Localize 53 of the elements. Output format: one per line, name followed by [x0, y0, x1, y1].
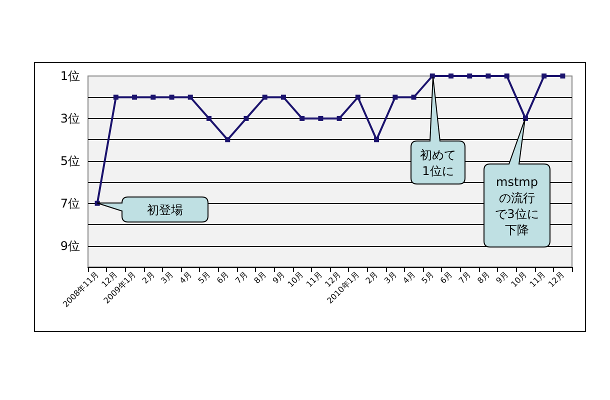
point: [150, 94, 156, 100]
x-tick-label: 5月: [196, 270, 212, 286]
y-tick-label: 5位: [60, 154, 80, 168]
point: [336, 116, 342, 121]
point: [206, 116, 212, 121]
x-tick-label: 2月: [364, 270, 380, 286]
point: [448, 74, 454, 78]
point: [244, 116, 249, 121]
point: [560, 74, 566, 78]
point: [392, 94, 398, 100]
x-tick-label: 11月: [304, 270, 324, 290]
x-tick-label: 8月: [252, 270, 268, 286]
x-tick-label: 7月: [234, 270, 250, 286]
annotation: mstmpの流行で3位に下降: [494, 174, 540, 238]
x-tick-label: 4月: [178, 270, 194, 286]
point: [169, 94, 174, 100]
annotation: 初登場: [147, 202, 183, 218]
y-tick-label: 9位: [60, 238, 80, 253]
point: [318, 116, 324, 121]
point: [188, 94, 193, 100]
point: [504, 74, 510, 78]
point: [542, 74, 547, 78]
point: [374, 137, 380, 142]
x-tick-label: 12月: [546, 270, 566, 290]
x-tick-label: 10月: [286, 270, 306, 290]
x-tick-label: 2月: [140, 270, 156, 286]
x-tick-label: 3月: [159, 270, 175, 286]
point: [430, 74, 435, 78]
x-tick-label: 9月: [494, 270, 510, 286]
annotation: 初めて1位に: [419, 146, 457, 178]
x-tick-label: 6月: [215, 270, 231, 286]
point: [486, 74, 491, 78]
x-tick-label: 6月: [438, 270, 454, 286]
y-tick-label: 3位: [60, 111, 80, 126]
point: [467, 74, 472, 78]
point: [300, 116, 305, 121]
x-tick-label: 4月: [401, 270, 417, 286]
x-tick-label: 9月: [271, 270, 287, 286]
point: [132, 94, 138, 100]
x-tick-label: 11月: [528, 270, 548, 290]
x-tick-label: 3月: [382, 270, 398, 286]
point: [411, 94, 416, 100]
point: [262, 94, 268, 100]
point: [355, 94, 360, 100]
x-tick-label: 10月: [509, 270, 529, 290]
x-tick-label: 8月: [476, 270, 492, 286]
y-tick-label: 7位: [60, 196, 80, 210]
y-tick-label: 1位: [60, 69, 80, 83]
x-tick-label: 7月: [457, 270, 473, 286]
point: [280, 94, 286, 100]
point: [113, 94, 118, 100]
x-tick-label: 5月: [420, 270, 436, 286]
point: [225, 137, 230, 142]
